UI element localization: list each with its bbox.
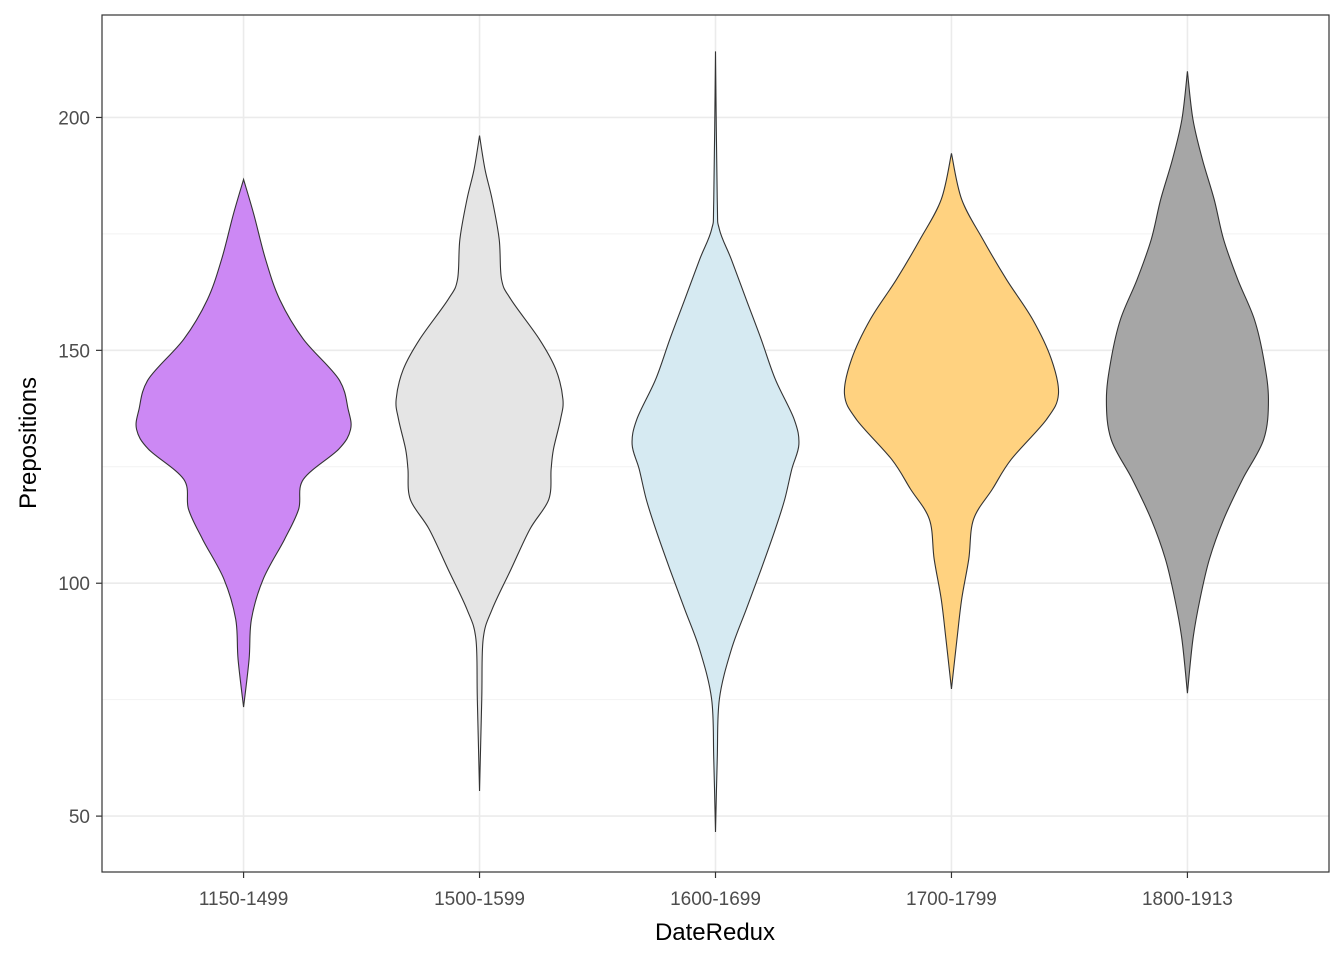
x-tick-label: 1700-1799: [906, 889, 997, 910]
y-tick-label: 200: [58, 108, 90, 129]
x-tick-label: 1500-1599: [434, 889, 525, 910]
violin-1700-1799: [843, 153, 1060, 690]
x-tick-label: 1800-1913: [1142, 889, 1233, 910]
violin-1500-1599: [395, 135, 564, 791]
y-tick-label: 100: [58, 574, 90, 595]
x-axis: 1150-1499 1500-1599 1600-1699 1700-1799 1800…: [199, 872, 1233, 910]
x-tick-label: 1150-1499: [199, 889, 288, 910]
violin-1150-1499: [135, 177, 352, 708]
violin-1800-1913: [1105, 71, 1270, 694]
x-tick-label: 1600-1699: [670, 889, 761, 910]
y-axis-title: Prepositions: [15, 377, 42, 509]
y-tick-label: 150: [58, 341, 90, 362]
violin-1600-1699: [631, 51, 800, 832]
violins: [135, 51, 1270, 832]
y-axis: 50 100 150 200: [58, 108, 102, 828]
x-axis-title: DateRedux: [655, 919, 775, 946]
y-tick-label: 50: [69, 807, 90, 828]
